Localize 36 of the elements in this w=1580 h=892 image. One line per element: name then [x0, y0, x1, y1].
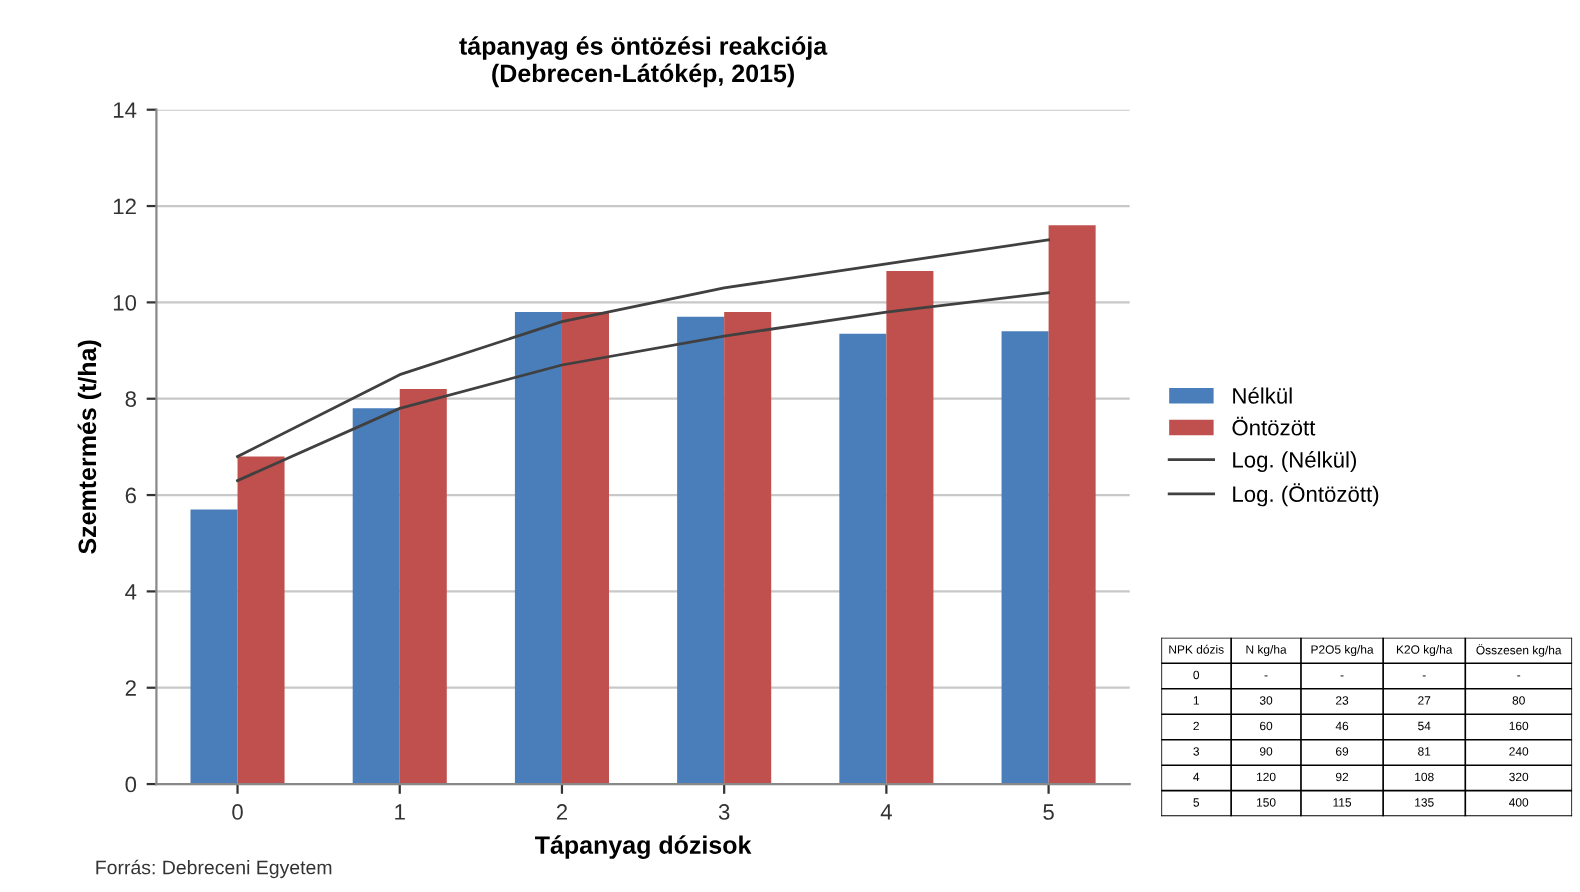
- bar: [1001, 331, 1049, 785]
- bar: [839, 333, 887, 785]
- bar: [677, 316, 725, 785]
- x-tick-label: 4: [880, 804, 892, 820]
- y-axis-title: Szemtermés (t/ha): [77, 340, 102, 554]
- y-tick-label: 14: [113, 102, 137, 118]
- bar: [190, 509, 238, 785]
- x-tick-label: 0: [232, 804, 243, 820]
- bar: [399, 389, 447, 785]
- legend-label: Öntözött: [1232, 416, 1316, 436]
- legend-label: Log. (Öntözött): [1233, 483, 1379, 507]
- chart-title: tápanyag és öntözési reakciója (Debrecen-Látókép, 2015): [459, 36, 828, 88]
- bar: [724, 312, 772, 785]
- x-tick-label: 5: [1043, 804, 1054, 820]
- x-tick-label: 1: [395, 804, 405, 820]
- bar: [352, 408, 400, 785]
- text: Forrás: Debreceni Egyetem: [96, 859, 332, 879]
- y-tick-label: 2: [125, 680, 136, 696]
- x-axis-title: Tápanyag dózisok: [535, 835, 752, 859]
- bar: [514, 312, 562, 785]
- y-tick-label: 0: [125, 776, 137, 793]
- bar: [237, 456, 285, 785]
- x-tick-label: 2: [556, 804, 568, 820]
- legend-label: Nélkül: [1233, 387, 1292, 404]
- y-tick-label: 4: [125, 584, 137, 600]
- bar: [561, 312, 609, 785]
- bar: [1048, 225, 1096, 785]
- y-tick-label: 6: [125, 487, 136, 504]
- y-tick-label: 10: [113, 294, 137, 311]
- y-tick-label: 8: [125, 391, 137, 407]
- legend-label: Log. (Nélkül): [1233, 451, 1356, 473]
- line-series: [236, 291, 1050, 482]
- y-tick-label: 12: [113, 198, 136, 215]
- line-series: [236, 238, 1050, 458]
- x-tick-label: 3: [718, 804, 730, 820]
- bar: [886, 271, 934, 785]
